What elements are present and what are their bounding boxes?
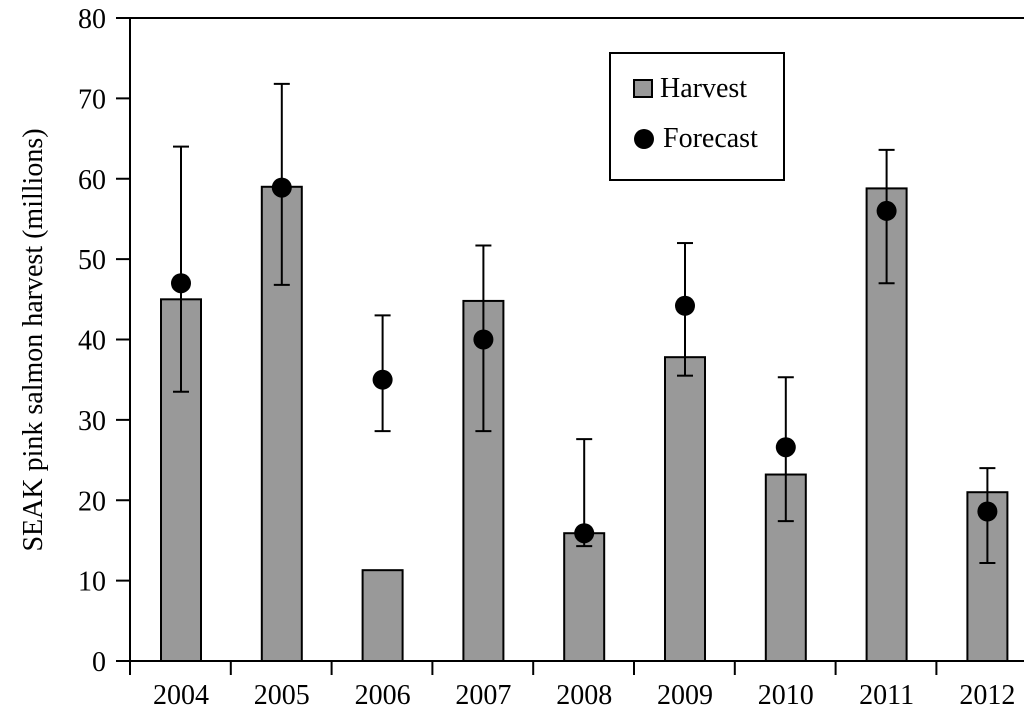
legend-harvest-swatch (633, 79, 653, 98)
forecast-point-2012 (977, 501, 998, 522)
y-ticks: 0 10 20 30 40 50 60 70 80 (78, 4, 130, 678)
legend: Harvest Forecast (609, 52, 785, 181)
legend-box (609, 52, 785, 181)
y-tick-label-40: 40 (78, 326, 106, 357)
y-tick-label-60: 60 (78, 165, 106, 196)
x-tick-label-2008: 2008 (556, 680, 612, 711)
y-tick-label-0: 0 (92, 647, 106, 678)
forecast-points (171, 177, 998, 544)
y-tick-label-20: 20 (78, 486, 106, 517)
y-tick-label-30: 30 (78, 406, 106, 437)
x-tick-label-2005: 2005 (254, 680, 310, 711)
harvest-bar-2006 (361, 569, 404, 663)
forecast-point-2010 (775, 437, 796, 458)
x-tick-label-2006: 2006 (355, 680, 411, 711)
y-tick-label-80: 80 (78, 4, 106, 35)
legend-harvest-label: Harvest (660, 73, 747, 104)
x-tick-label-2010: 2010 (758, 680, 814, 711)
y-tick-label-50: 50 (78, 245, 106, 276)
y-tick-label-10: 10 (78, 567, 106, 598)
x-ticks: 2004 2005 2006 2007 2008 2009 2010 2011 2012 (129, 661, 1015, 711)
harvest-bars (160, 185, 1009, 663)
x-tick-label-2011: 2011 (859, 680, 914, 711)
forecast-point-2007 (473, 329, 494, 350)
harvest-bar-2009 (664, 356, 706, 662)
forecast-point-2008 (574, 523, 595, 544)
legend-forecast-label: Forecast (663, 123, 758, 154)
x-tick-label-2007: 2007 (455, 680, 511, 711)
y-tick-label-70: 70 (78, 84, 106, 115)
harvest-bar-2010 (764, 473, 807, 662)
legend-forecast-marker (634, 129, 654, 149)
forecast-point-2005 (271, 177, 292, 198)
forecast-error-bar-2004 (173, 145, 189, 393)
x-tick-label-2012: 2012 (959, 680, 1015, 711)
forecast-point-2006 (372, 369, 393, 390)
y-axis-title: SEAK pink salmon harvest (millions) (18, 128, 49, 551)
harvest-bar-2008 (563, 532, 606, 662)
forecast-point-2009 (675, 295, 695, 316)
forecast-point-2011 (876, 200, 897, 221)
x-tick-label-2009: 2009 (657, 680, 713, 711)
forecast-point-2004 (171, 273, 191, 294)
x-tick-label-2004: 2004 (153, 680, 209, 711)
